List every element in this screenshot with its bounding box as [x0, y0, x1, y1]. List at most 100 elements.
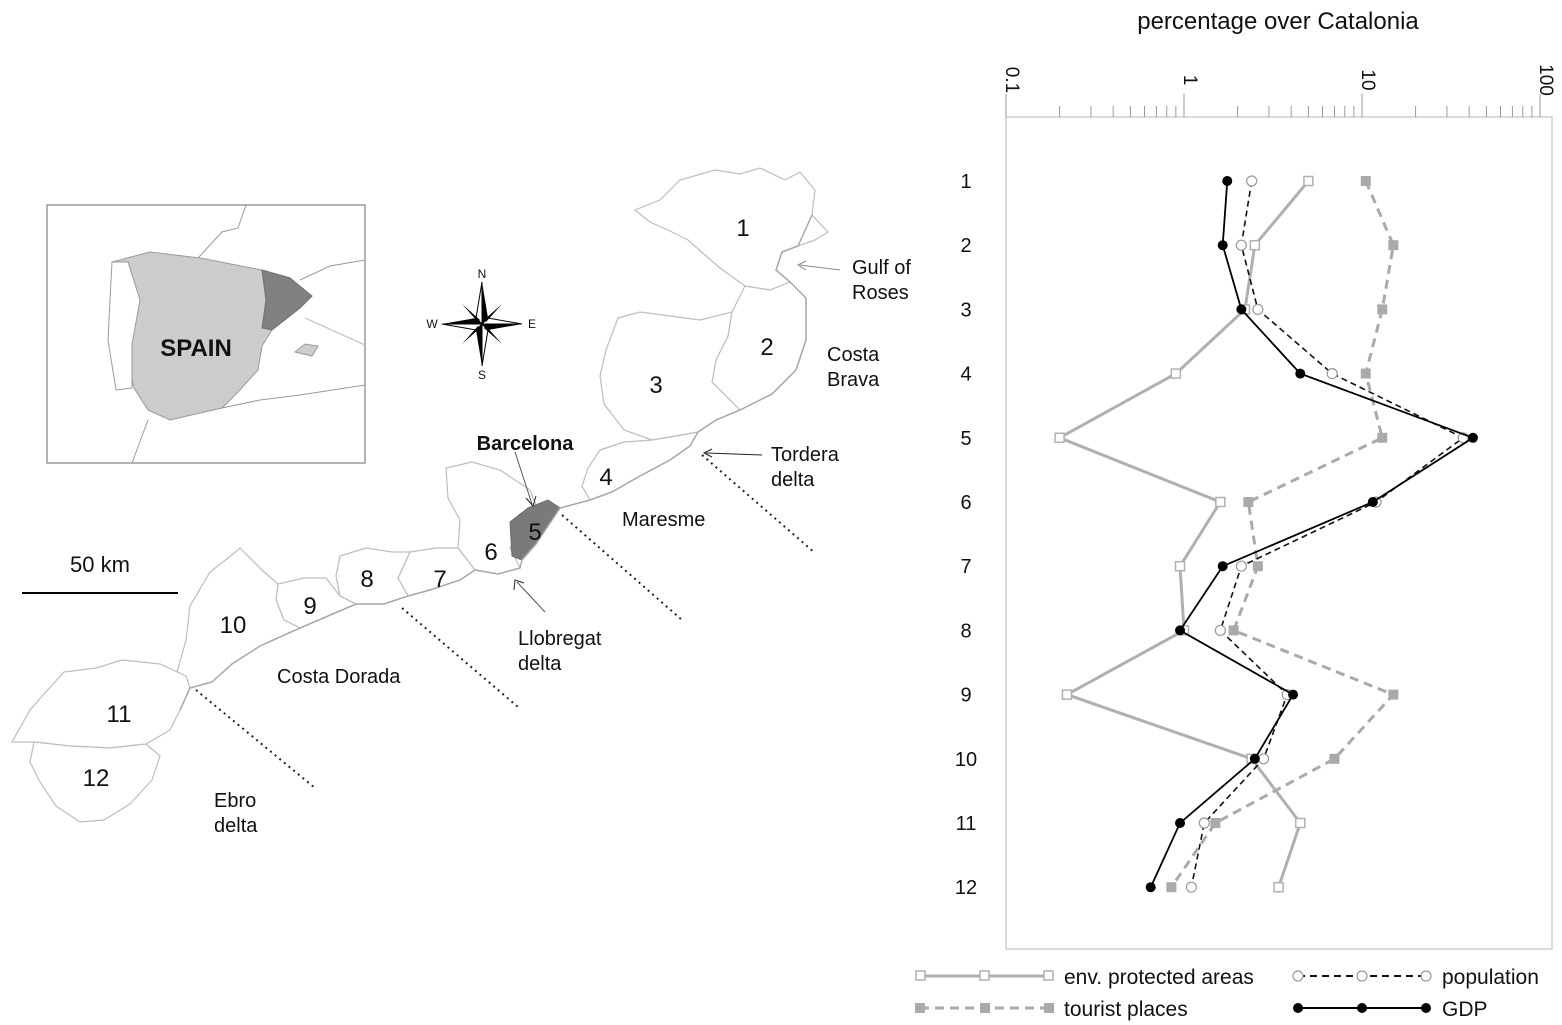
- data-point: [1054, 432, 1065, 444]
- data-point: [1377, 304, 1388, 315]
- data-point: [1467, 432, 1478, 443]
- divider-ebro: [195, 689, 316, 789]
- divider-barcelona: [561, 514, 683, 621]
- data-point: [1388, 240, 1399, 251]
- y-tick-label: 6: [960, 492, 971, 514]
- place-llobregat-line1: Llobregat: [518, 628, 602, 650]
- region-number-4: 4: [599, 464, 612, 491]
- place-costa-brava-line2: Brava: [827, 369, 880, 391]
- data-point: [1360, 368, 1371, 379]
- legend-label-tourist: tourist places: [1064, 998, 1188, 1021]
- region-number-3: 3: [649, 372, 662, 399]
- data-point: [1061, 689, 1073, 700]
- catalonia-inset-shape: [261, 269, 313, 331]
- series-line: [1170, 180, 1396, 889]
- place-costa-brava-line1: Costa: [827, 344, 880, 366]
- inset-map: SPAIN: [46, 204, 366, 464]
- region-outline-2: [711, 281, 807, 411]
- inset-pointer: [304, 317, 366, 346]
- data-point: [1360, 176, 1371, 186]
- region-number-12: 12: [83, 765, 110, 792]
- data-point: [1214, 624, 1226, 637]
- y-tick-label: 2: [960, 235, 971, 257]
- place-ebro-line1: Ebro: [214, 790, 256, 812]
- plot-area: [1005, 116, 1553, 950]
- data-point: [1217, 561, 1228, 572]
- data-point: [1170, 368, 1182, 379]
- data-point: [1249, 753, 1260, 764]
- divider-tordera: [701, 454, 816, 554]
- data-point: [1329, 753, 1340, 764]
- data-point: [1288, 689, 1299, 700]
- data-point: [1166, 882, 1177, 893]
- data-point: [1210, 818, 1221, 828]
- data-point: [1377, 432, 1388, 443]
- compass-w: W: [426, 317, 438, 331]
- data-point: [1273, 881, 1284, 893]
- portugal-shape: [107, 261, 141, 391]
- place-costa-dorada: Costa Dorada: [277, 666, 401, 688]
- series-population: [1185, 175, 1469, 893]
- data-point: [1295, 368, 1306, 379]
- data-point: [1303, 175, 1314, 187]
- legend-label-population: population: [1442, 966, 1539, 989]
- data-point: [1235, 560, 1247, 572]
- region-number-9: 9: [303, 593, 316, 620]
- legend-item-gdp: GDP: [1293, 998, 1488, 1021]
- region-number-8: 8: [360, 566, 373, 593]
- region-number-2: 2: [760, 334, 773, 361]
- france-border: [197, 204, 247, 259]
- legend-item-env-protected-areas: env. protected areas: [915, 966, 1254, 989]
- data-point: [1326, 368, 1338, 380]
- data-point: [1235, 239, 1247, 251]
- series-line: [1190, 180, 1465, 888]
- series-gdp: [1145, 176, 1478, 893]
- inset-country-label: SPAIN: [160, 335, 232, 362]
- y-tick-label: 11: [956, 813, 977, 835]
- data-point: [1174, 560, 1186, 572]
- scale-label: 50 km: [70, 552, 130, 577]
- x-axis: 0.1 1 10 100: [1001, 64, 1556, 117]
- map-arrows: [513, 260, 841, 613]
- data-point: [1252, 303, 1264, 315]
- data-point: [1246, 175, 1258, 187]
- series-tourist-places: [1166, 176, 1399, 893]
- place-tordera-line2: delta: [771, 469, 815, 491]
- data-point: [1217, 240, 1228, 251]
- africa-coast: [131, 384, 366, 464]
- series-line: [1056, 180, 1310, 888]
- y-tick-label: 1: [960, 171, 971, 193]
- divider-costa-dorada: [401, 607, 519, 708]
- place-maresme: Maresme: [622, 509, 705, 531]
- sea-dividers: [195, 454, 816, 789]
- place-ebro-line2: delta: [214, 815, 258, 837]
- data-point: [1175, 818, 1186, 828]
- data-point: [1388, 689, 1399, 700]
- y-tick-label: 10: [955, 749, 977, 771]
- chart-title: percentage over Catalonia: [1137, 8, 1419, 35]
- region-number-5: 5: [528, 519, 541, 546]
- data-point: [1295, 817, 1306, 829]
- legend-label-env: env. protected areas: [1064, 966, 1254, 989]
- chart-panel: percentage over Catalonia 0.1 1 10 100 1234…: [915, 8, 1556, 1021]
- region-numbers: 1 2 3 4 5 6 7 8 9 10 11 12: [83, 215, 774, 792]
- region-number-7: 7: [433, 566, 446, 593]
- data-point: [1222, 176, 1233, 186]
- y-tick-label: 7: [960, 556, 971, 578]
- city-label-barcelona: Barcelona: [477, 433, 575, 455]
- region-number-6: 6: [484, 539, 497, 566]
- place-names: Barcelona Gulf of Roses Costa Brava Tord…: [214, 257, 911, 837]
- place-tordera-line1: Tordera: [771, 444, 840, 466]
- x-tick-label: 100: [1535, 64, 1556, 96]
- y-tick-label: 3: [960, 299, 971, 321]
- legend-label-gdp: GDP: [1442, 998, 1488, 1021]
- series-env-protected-areas: [1054, 175, 1314, 893]
- x-tick-label: 0.1: [1001, 67, 1022, 93]
- data-point: [1185, 881, 1197, 893]
- region-outline-6: [445, 461, 541, 575]
- place-gulf-of-roses-line1: Gulf of: [852, 257, 911, 279]
- data-point: [1249, 239, 1261, 251]
- france-coast: [299, 259, 366, 281]
- place-gulf-of-roses-line2: Roses: [852, 282, 909, 304]
